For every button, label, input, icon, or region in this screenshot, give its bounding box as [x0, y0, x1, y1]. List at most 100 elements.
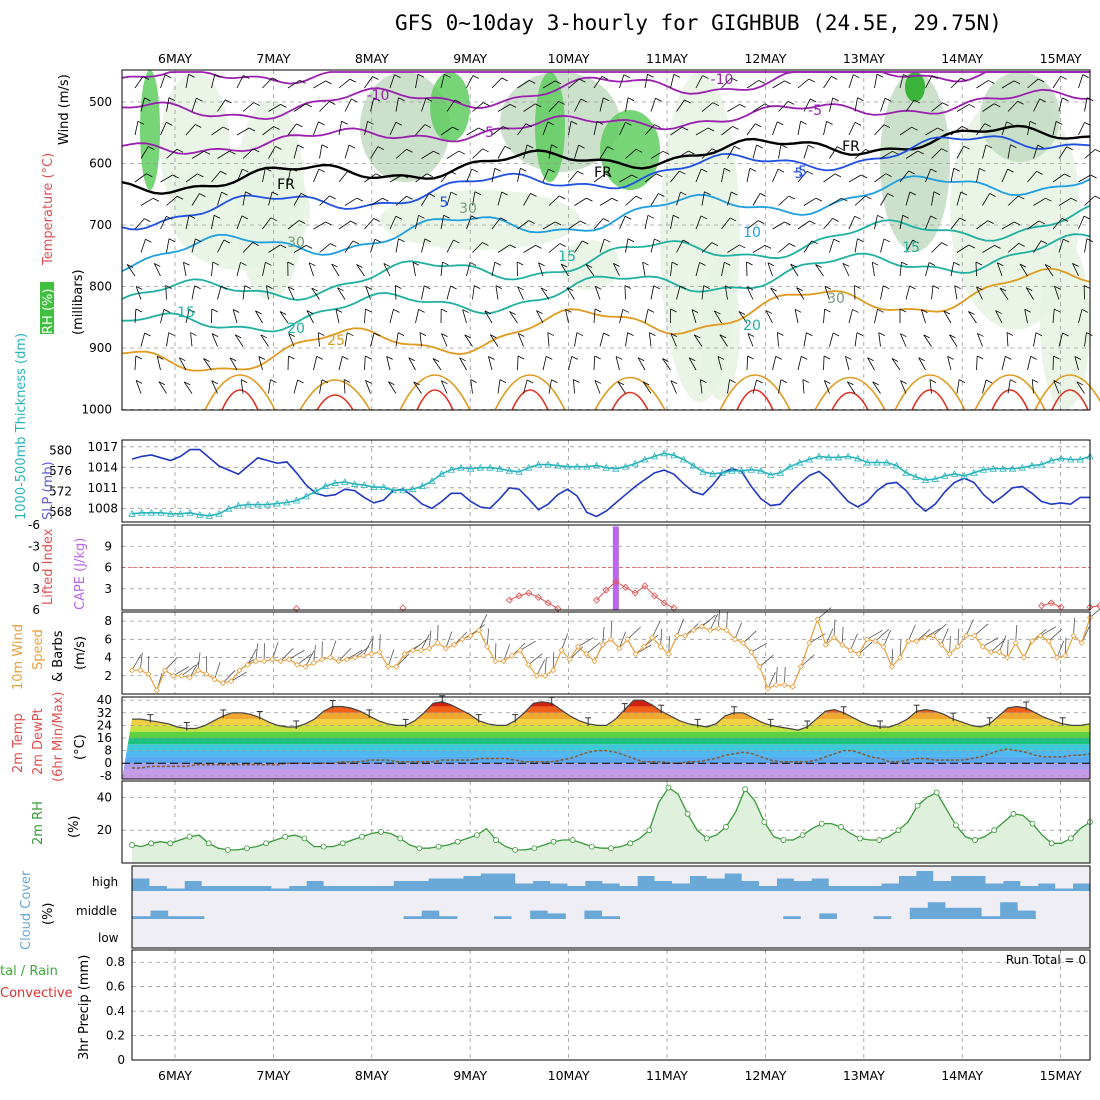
wind-point [310, 659, 317, 667]
cloud-gap-low [696, 919, 706, 948]
cloud-gap-high [201, 866, 211, 886]
upper-barb-flag [365, 380, 372, 384]
wind-barb [420, 634, 430, 651]
upper-barb-flag [642, 261, 649, 266]
cloud-gap-high [306, 866, 316, 881]
upper-barb [497, 146, 506, 159]
upper-barb [848, 122, 856, 136]
thickness-point [563, 462, 572, 470]
upper-barb [778, 101, 789, 112]
upper-barb [976, 220, 988, 230]
upper-barb [650, 98, 656, 112]
contour-minus5a [121, 71, 1090, 121]
pressure-tick-500: 500 [89, 95, 112, 109]
rh-blob-17 [700, 260, 740, 400]
upper-barb [746, 80, 759, 89]
cape-tick-9: 9 [104, 539, 112, 553]
upper-barb-flag [787, 100, 795, 105]
rh-point [1067, 835, 1074, 842]
upper-barb-flag [220, 285, 228, 290]
upper-barb [721, 262, 725, 277]
wind-barb [883, 629, 892, 647]
upper-barb-flag [449, 170, 457, 175]
upper-axis-labels: Wind (m/s) Temperature (°C) RH (%) (mill… [40, 74, 86, 335]
upper-barb [594, 380, 601, 394]
upper-barb-flag [767, 262, 775, 267]
wind-point [946, 650, 953, 657]
upper-barb [472, 242, 483, 253]
upper-barb [802, 379, 805, 394]
rh-point [933, 789, 940, 796]
rh-point [359, 833, 365, 840]
upper-barb [364, 355, 366, 371]
upper-barb [925, 168, 932, 183]
warm-bubble-3 [494, 374, 566, 411]
upper-barb-flag [144, 97, 151, 102]
upper-barb-flag [595, 285, 602, 290]
upper-barb-flag [841, 197, 848, 202]
wind-point [335, 658, 342, 665]
wind-point [203, 670, 210, 678]
upper-barb-flag [942, 102, 949, 107]
cloud-gap-low [910, 919, 921, 948]
upper-barb [1058, 239, 1064, 253]
upper-barb-flag [502, 126, 510, 130]
li-point [534, 593, 542, 601]
upper-barb [165, 285, 167, 300]
contour-label: 10 [743, 225, 761, 241]
top-date-8MAY: 8MAY [355, 51, 389, 66]
upper-barb [803, 98, 811, 112]
cloud-gap-low [328, 919, 339, 948]
rh-point [952, 822, 959, 829]
cloud-gap-low [678, 919, 688, 948]
upper-barb [1001, 169, 1008, 183]
upper-barb [415, 215, 419, 230]
hot-bubble-5 [736, 389, 774, 411]
pressure-tick-900: 900 [89, 341, 112, 355]
upper-barb-flag [985, 379, 993, 384]
thickness-point [1018, 463, 1026, 471]
upper-barb [613, 263, 620, 277]
upper-barb-flag [337, 287, 344, 292]
total-rain-label: tal / Rain [0, 964, 58, 979]
upper-barb-flag [836, 146, 844, 151]
cloud-gap-low [713, 919, 724, 948]
thickness-point [215, 509, 223, 517]
wind-barb [932, 623, 947, 636]
upper-barb [258, 356, 263, 371]
cloud-gap-low [275, 919, 285, 948]
cloud-gap-low [248, 919, 258, 948]
wind-point [533, 672, 540, 679]
upper-barb [268, 191, 273, 206]
upper-barb-flag [729, 217, 737, 222]
upper-barb-flag [172, 174, 179, 179]
upper-barb-flag [394, 74, 401, 79]
cloud-gap-middle [818, 891, 829, 914]
rh-point [435, 843, 442, 850]
upper-barb-flag [270, 217, 278, 222]
upper-barb-flag [932, 285, 940, 289]
upper-barb [568, 121, 572, 136]
warm-bubble-1 [299, 379, 371, 411]
rh-point [339, 840, 346, 847]
upper-barb [156, 356, 161, 371]
cloud-gap-high [1020, 866, 1030, 886]
upper-barb-flag [885, 173, 892, 178]
upper-barb [803, 145, 809, 159]
upper-barb-flag [241, 215, 249, 220]
upper-barb-flag [1070, 197, 1078, 202]
upper-barb [625, 332, 628, 347]
cape-label: CAPE (J/kg) [73, 538, 88, 610]
rh-point [857, 835, 863, 842]
temp-band-8 [122, 719, 1090, 726]
upper-barb [217, 150, 230, 159]
wind-barb [949, 635, 951, 654]
upper-barb-flag [509, 244, 516, 249]
upper-barb-flag [856, 332, 864, 337]
upper-barb [331, 263, 340, 277]
upper-barb [126, 264, 136, 277]
upper-barb [878, 332, 881, 347]
upper-barb-flag [350, 220, 357, 225]
thickness-point [699, 467, 707, 475]
upper-barb [593, 121, 598, 136]
